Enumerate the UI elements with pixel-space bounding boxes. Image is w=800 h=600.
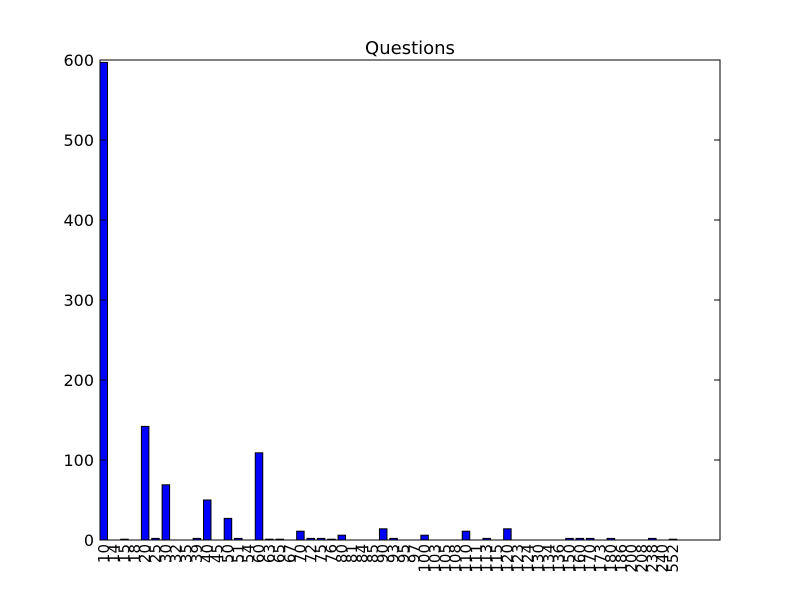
bar-10 bbox=[99, 61, 108, 541]
x-tick-label-85: 85 bbox=[364, 544, 382, 563]
y-tick-label: 400 bbox=[63, 211, 94, 230]
x-tick-label-40: 40 bbox=[198, 544, 216, 563]
chart-title: Questions bbox=[365, 38, 455, 59]
y-axis: 0 100 200 300 400 500 600 bbox=[63, 51, 720, 550]
y-tick-label: 100 bbox=[63, 451, 94, 470]
x-tick-label-136: 136 bbox=[550, 544, 568, 573]
x-tick-label-124: 124 bbox=[519, 544, 537, 573]
x-tick-label-80: 80 bbox=[333, 544, 351, 563]
x-tick-label-123: 123 bbox=[509, 544, 527, 573]
x-tick-label-65: 65 bbox=[271, 544, 289, 563]
x-tick-label-32: 32 bbox=[167, 544, 185, 563]
x-tick-label-108: 108 bbox=[447, 544, 465, 573]
bar-90 bbox=[378, 528, 388, 541]
x-tick-label-95: 95 bbox=[395, 544, 413, 563]
x-tick-label-15: 15 bbox=[115, 544, 133, 563]
x-tick-label-552: 552 bbox=[664, 544, 682, 573]
x-tick-label-97: 97 bbox=[405, 544, 423, 563]
x-tick-label-35: 35 bbox=[178, 544, 196, 563]
x-tick-label-18: 18 bbox=[126, 544, 144, 563]
x-tick-label-50: 50 bbox=[219, 544, 237, 563]
x-axis: 1014151820253032353940455051546063656770… bbox=[95, 544, 682, 573]
x-tick-label-67: 67 bbox=[281, 544, 299, 563]
x-tick-label-72: 72 bbox=[302, 544, 320, 563]
x-tick-label-25: 25 bbox=[147, 544, 165, 563]
y-tick-label: 0 bbox=[84, 531, 94, 550]
x-tick-label-51: 51 bbox=[229, 544, 247, 563]
bar-30 bbox=[161, 484, 171, 541]
y-tick-label: 200 bbox=[63, 371, 94, 390]
x-tick-label-240: 240 bbox=[654, 544, 672, 573]
x-tick-label-20: 20 bbox=[136, 544, 154, 563]
bar-100 bbox=[420, 534, 429, 541]
x-tick-label-81: 81 bbox=[343, 544, 361, 563]
plot-frame bbox=[99, 59, 721, 541]
x-tick-label-180: 180 bbox=[602, 544, 620, 573]
x-tick-label-173: 173 bbox=[592, 544, 610, 573]
x-tick-label-103: 103 bbox=[426, 544, 444, 573]
x-tick-label-105: 105 bbox=[436, 544, 454, 573]
bar-70 bbox=[296, 530, 305, 541]
x-tick-label-60: 60 bbox=[250, 544, 268, 563]
y-tick-label: 300 bbox=[63, 291, 94, 310]
x-tick-label-200: 200 bbox=[623, 544, 641, 573]
x-tick-label-100: 100 bbox=[416, 544, 434, 573]
x-tick-label-111: 111 bbox=[467, 544, 485, 573]
bar-40 bbox=[203, 499, 212, 541]
x-tick-label-76: 76 bbox=[322, 544, 340, 563]
bar-60 bbox=[254, 452, 264, 541]
x-tick-label-170: 170 bbox=[581, 544, 599, 573]
x-tick-label-84: 84 bbox=[354, 544, 372, 563]
x-tick-label-39: 39 bbox=[188, 544, 206, 563]
x-tick-label-160: 160 bbox=[571, 544, 589, 573]
x-tick-label-110: 110 bbox=[457, 544, 475, 573]
bar-20 bbox=[140, 425, 150, 541]
bar-80 bbox=[337, 534, 347, 541]
x-tick-label-10: 10 bbox=[95, 544, 113, 563]
bar-120 bbox=[503, 528, 512, 541]
bar-110 bbox=[461, 530, 471, 541]
x-tick-label-90: 90 bbox=[374, 544, 392, 563]
x-tick-label-208: 208 bbox=[633, 544, 651, 573]
x-tick-label-54: 54 bbox=[240, 544, 258, 563]
x-tick-label-186: 186 bbox=[612, 544, 630, 573]
x-tick-label-70: 70 bbox=[291, 544, 309, 563]
x-tick-label-30: 30 bbox=[157, 544, 175, 563]
x-tick-label-238: 238 bbox=[643, 544, 661, 573]
x-tick-label-115: 115 bbox=[488, 544, 506, 573]
y-tick-label: 600 bbox=[63, 51, 94, 70]
x-tick-label-113: 113 bbox=[478, 544, 496, 573]
x-tick-label-150: 150 bbox=[561, 544, 579, 573]
y-tick-label: 500 bbox=[63, 131, 94, 150]
x-tick-label-120: 120 bbox=[498, 544, 516, 573]
x-tick-label-45: 45 bbox=[209, 544, 227, 563]
x-tick-label-134: 134 bbox=[540, 544, 558, 573]
x-tick-label-63: 63 bbox=[260, 544, 278, 563]
bar-50 bbox=[223, 517, 233, 541]
bars-group bbox=[99, 61, 678, 541]
x-tick-label-93: 93 bbox=[385, 544, 403, 563]
x-tick-label-130: 130 bbox=[529, 544, 547, 573]
x-tick-label-75: 75 bbox=[312, 544, 330, 563]
x-tick-label-14: 14 bbox=[105, 544, 123, 563]
